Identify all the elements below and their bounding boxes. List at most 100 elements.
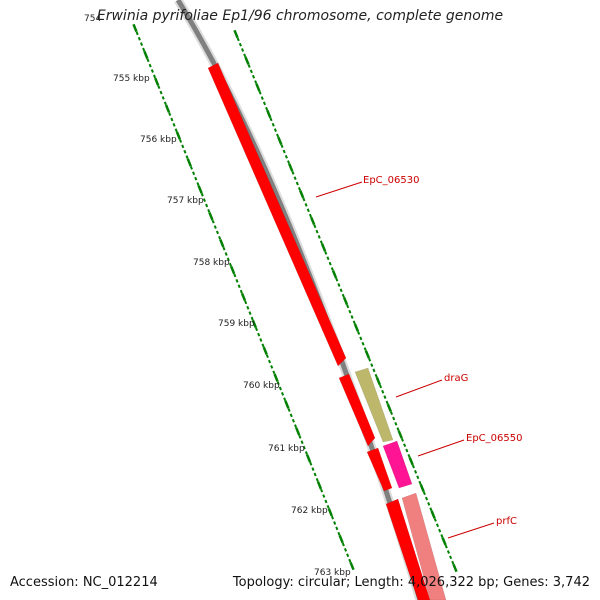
scale-tick-73 <box>291 418 295 423</box>
track-tick-5 <box>244 56 250 65</box>
scale-tick-28 <box>194 176 198 181</box>
scale-tick-49 <box>239 289 243 294</box>
scale-tick-25 <box>186 158 192 167</box>
track-tick-94 <box>440 534 444 538</box>
track-tick-46 <box>335 277 339 282</box>
track-tick-55 <box>353 323 360 332</box>
scale-tick-6 <box>146 58 150 63</box>
track-tick-23 <box>284 154 288 159</box>
scale-tick-30 <box>197 185 203 194</box>
scale-tick-63 <box>270 365 274 369</box>
track-tick-59 <box>363 347 367 351</box>
scale-tick-67 <box>278 386 282 391</box>
scale-tick-44 <box>228 262 233 267</box>
scale-tick-59 <box>261 343 265 348</box>
track-tick-19 <box>276 133 280 138</box>
scale-tick-95 <box>338 534 344 544</box>
scale-tick-3 <box>139 42 144 46</box>
scale-tick-41 <box>222 246 226 251</box>
gene-2 <box>354 367 394 443</box>
track-tick-78 <box>405 448 409 453</box>
track-tick-18 <box>273 128 277 132</box>
gene-label-0: EpC_06530 <box>363 175 419 186</box>
scale-tick-14 <box>163 101 167 106</box>
track-tick-47 <box>337 283 341 287</box>
track-tick-26 <box>291 170 295 175</box>
track-tick-41 <box>324 251 328 255</box>
gene-0 <box>207 62 347 367</box>
track-tick-32 <box>304 203 308 207</box>
scale-label-2: 757 kbp <box>167 196 204 206</box>
accession-label: Accession: NC_012214 <box>10 575 158 590</box>
gene-4 <box>382 440 413 489</box>
scale-tick-26 <box>189 166 193 170</box>
scale-tick-68 <box>281 391 285 396</box>
track-tick-24 <box>287 160 291 165</box>
track-tick-88 <box>427 502 431 506</box>
scale-tick-51 <box>244 300 248 305</box>
scale-tick-61 <box>265 354 269 359</box>
scale-tick-76 <box>298 435 302 439</box>
scale-tick-42 <box>224 252 228 256</box>
track-tick-97 <box>446 550 450 554</box>
track-tick-64 <box>374 373 378 378</box>
scale-label-8: 763 kbp <box>314 568 351 578</box>
track-tick-62 <box>370 363 374 367</box>
track-tick-86 <box>422 491 426 496</box>
scale-tick-1 <box>135 31 139 36</box>
scale-tick-12 <box>159 90 163 95</box>
track-tick-31 <box>302 197 306 202</box>
scale-tick-53 <box>248 311 252 315</box>
scale-label-1: 756 kbp <box>140 135 177 145</box>
scale-tick-72 <box>289 413 293 418</box>
gene-leader-0 <box>315 181 363 198</box>
scale-tick-18 <box>172 122 176 127</box>
scale-tick-89 <box>326 504 330 509</box>
scale-tick-82 <box>311 467 315 472</box>
track-tick-87 <box>424 496 429 501</box>
track-tick-93 <box>438 528 442 533</box>
scale-tick-90 <box>327 508 333 517</box>
scale-tick-47 <box>235 279 239 283</box>
track-tick-16 <box>269 117 273 122</box>
scale-label-top: 754 <box>84 14 101 24</box>
scale-tick-91 <box>330 515 334 520</box>
track-tick-63 <box>372 368 376 373</box>
track-tick-84 <box>418 480 422 485</box>
scale-tick-43 <box>226 257 230 262</box>
gene-5 <box>385 498 431 600</box>
scale-tick-94 <box>337 531 341 536</box>
scale-tick-15 <box>164 104 171 113</box>
scale-tick-57 <box>257 332 261 337</box>
track-tick-28 <box>295 181 299 186</box>
track-tick-74 <box>396 427 400 432</box>
scale-tick-71 <box>287 408 291 412</box>
scale-tick-4 <box>142 47 146 52</box>
track-tick-21 <box>280 144 284 148</box>
scale-label-6: 761 kbp <box>268 444 305 454</box>
track-tick-83 <box>416 475 420 480</box>
gene-label-2: draG <box>444 373 468 384</box>
scale-tick-5 <box>143 50 149 60</box>
track-tick-36 <box>313 224 317 229</box>
scale-tick-9 <box>153 74 157 79</box>
scale-tick-46 <box>233 273 237 278</box>
track-tick-0 <box>233 29 239 39</box>
track-tick-52 <box>348 309 352 314</box>
track-tick-80 <box>408 457 414 466</box>
track-tick-96 <box>444 544 448 549</box>
gene-1 <box>338 373 376 447</box>
scale-tick-88 <box>324 499 328 504</box>
scale-tick-96 <box>341 542 345 547</box>
track-tick-14 <box>265 106 269 111</box>
track-tick-40 <box>320 243 327 252</box>
track-tick-56 <box>357 331 361 335</box>
track-tick-73 <box>394 421 398 426</box>
track-tick-85 <box>419 483 425 493</box>
track-tick-22 <box>282 149 286 154</box>
track-tick-53 <box>350 315 354 319</box>
track-tick-33 <box>306 208 310 213</box>
track-tick-66 <box>379 384 383 389</box>
gene-label-4: EpC_06550 <box>466 433 522 444</box>
scale-tick-35 <box>208 212 214 221</box>
